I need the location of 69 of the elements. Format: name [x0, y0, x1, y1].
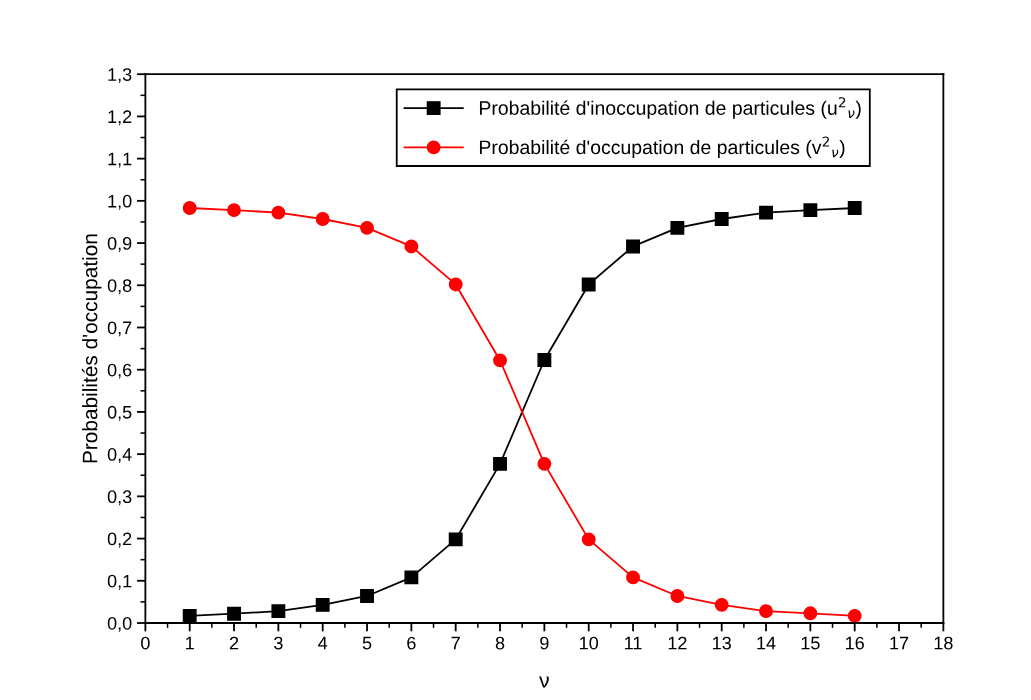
point	[670, 589, 685, 603]
y-axis-title: Probabilités d'occupation	[81, 234, 102, 463]
y-tick-label: 0,6	[107, 363, 132, 379]
point	[537, 353, 552, 367]
point	[847, 608, 862, 623]
point	[581, 277, 596, 292]
x-tick-label: 12	[668, 636, 687, 650]
point	[448, 277, 463, 292]
y-tick-label: 0,0	[107, 616, 132, 632]
point	[626, 239, 640, 254]
point	[404, 239, 419, 254]
x-tick-label: 15	[801, 636, 820, 650]
point	[360, 220, 374, 235]
x-tick-label: 4	[318, 636, 328, 650]
x-tick-label: 10	[580, 636, 599, 650]
point	[759, 205, 773, 220]
y-tick-label: 0,9	[107, 237, 132, 252]
y-tick-label: 1,2	[108, 110, 132, 126]
x-tick-label: 2	[229, 636, 239, 650]
point	[448, 532, 463, 547]
x-tick-label: 11	[625, 636, 642, 650]
point	[714, 597, 729, 612]
point	[581, 532, 596, 547]
x-tick-label: 13	[713, 636, 731, 650]
point	[360, 589, 374, 603]
y-tick-label: 0,5	[107, 405, 132, 421]
point	[803, 203, 818, 218]
x-tick-label: 17	[890, 636, 909, 650]
point	[315, 597, 330, 612]
legend-label: Probabilité d'occupation de particules (v$^{2}$$_{ν}$)	[479, 136, 845, 159]
x-tick-label: 7	[451, 636, 460, 650]
point	[271, 604, 286, 619]
point	[537, 456, 552, 471]
point	[759, 604, 773, 619]
y-tick-label: 1,0	[108, 194, 132, 210]
x-tick-label: 0	[141, 636, 150, 650]
x-tick-label: 18	[934, 636, 953, 650]
x-tick-label: 14	[757, 636, 776, 650]
point	[315, 212, 330, 226]
x-tick-label: 8	[495, 636, 505, 650]
point	[182, 608, 197, 623]
y-tick-label: 1,1	[108, 152, 132, 168]
y-tick-label: 0,4	[107, 448, 132, 463]
point	[182, 201, 197, 215]
x-tick-label: 9	[540, 636, 549, 650]
y-tick-label: 1,3	[108, 68, 132, 84]
x-tick-label: 6	[407, 636, 416, 650]
point	[227, 606, 241, 621]
y-tick-label: 0,7	[107, 321, 132, 337]
point	[493, 456, 507, 471]
point	[626, 570, 640, 585]
point	[227, 203, 241, 218]
x-tick-label: 5	[362, 636, 372, 650]
point	[847, 201, 862, 215]
y-tick-label: 0,1	[107, 574, 132, 590]
point	[271, 205, 286, 220]
y-tick-label: 0,3	[107, 490, 132, 506]
x-tick-label: 16	[846, 636, 864, 650]
y-tick-label: 0,2	[107, 532, 132, 548]
x-tick-label: 1	[186, 636, 194, 650]
point	[803, 606, 818, 621]
y-tick-label: 0,8	[107, 279, 132, 295]
point	[404, 570, 419, 585]
legend-label: Probabilité d'inoccupation de particules (u$^{2}$$_{ν}$)	[479, 97, 861, 119]
point	[493, 353, 507, 368]
x-axis-title: ν	[539, 676, 549, 688]
x-tick-label: 3	[274, 636, 283, 650]
point	[714, 212, 729, 226]
point	[670, 220, 685, 235]
